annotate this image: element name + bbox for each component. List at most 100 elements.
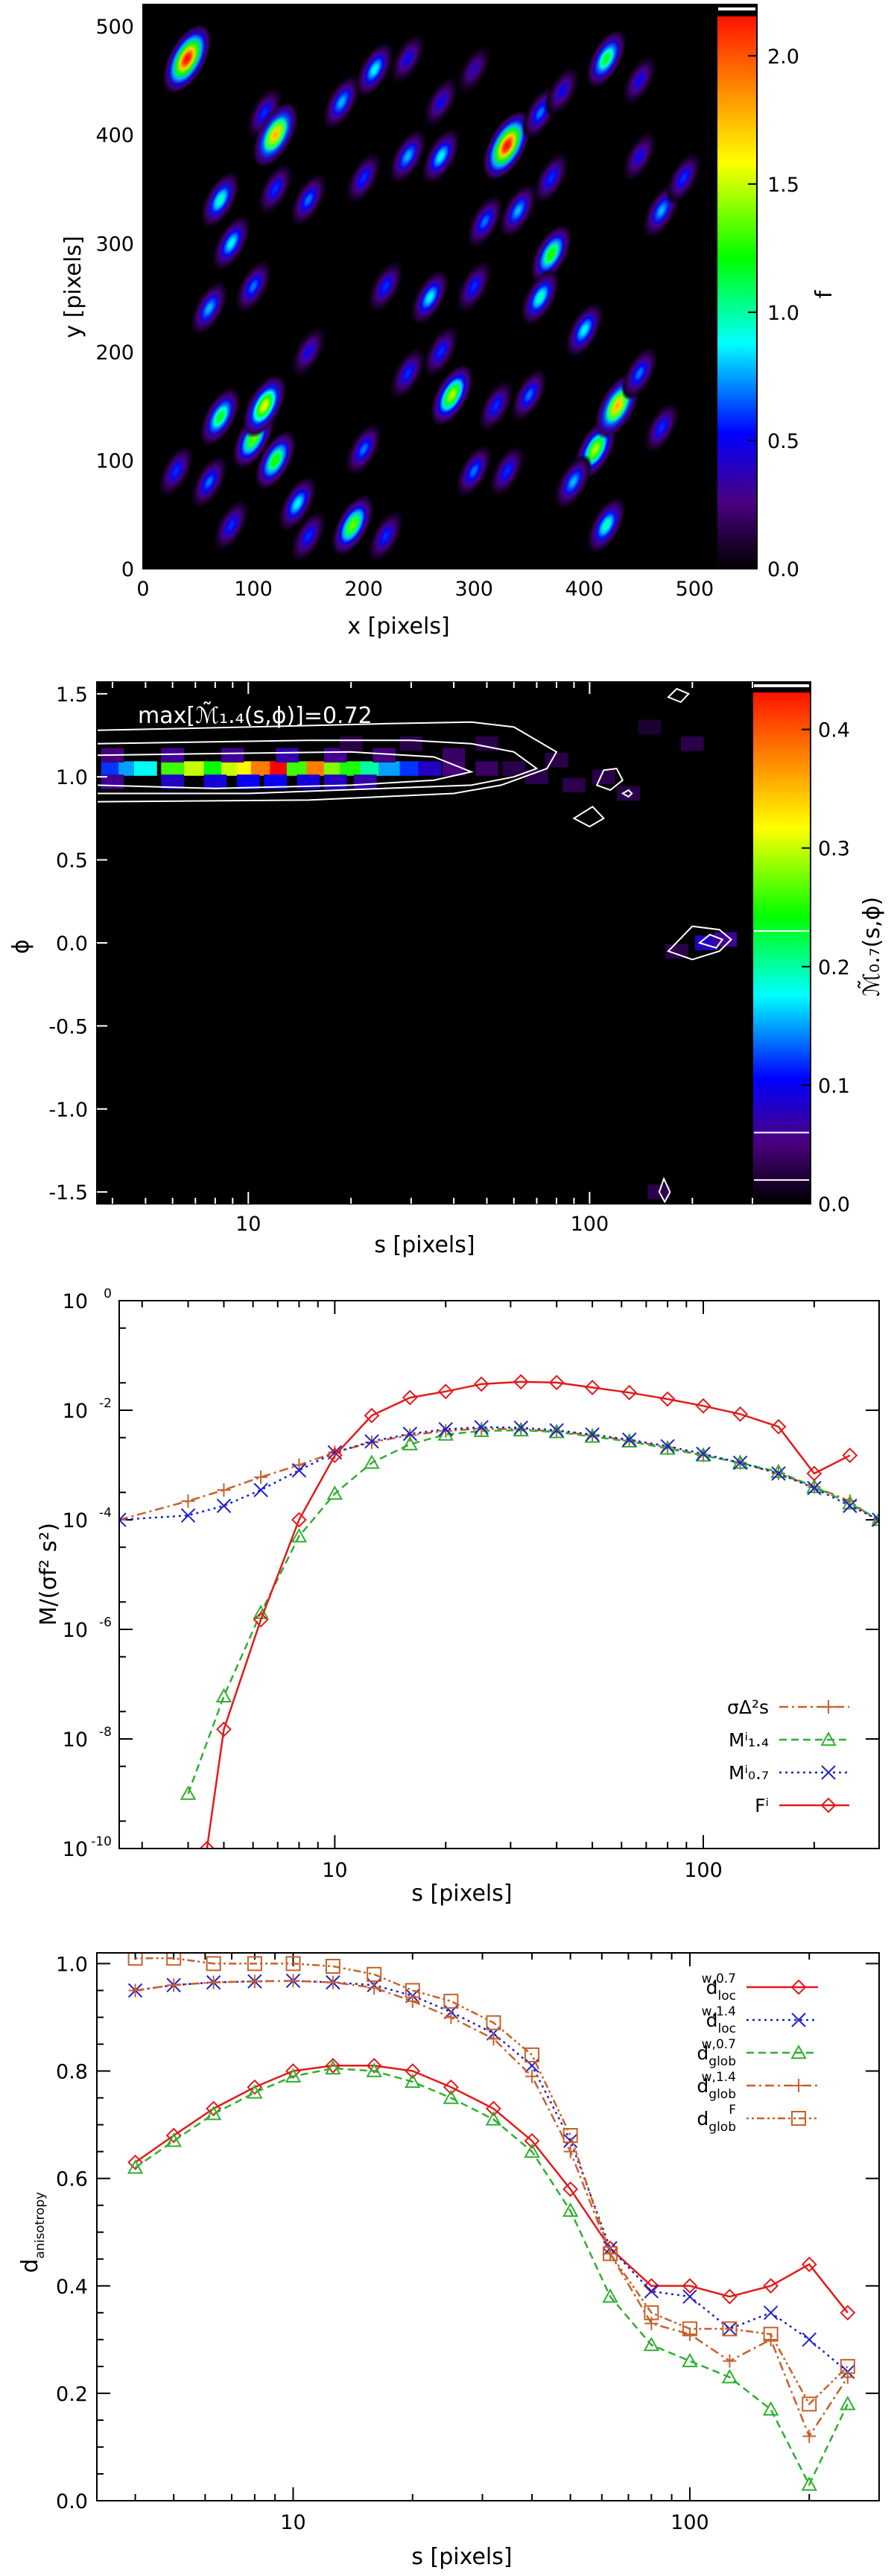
blob (499, 183, 537, 239)
square-marker (285, 1956, 301, 1972)
heatmap-cell (545, 753, 568, 768)
contour-line (595, 768, 624, 792)
legend-subscript: loc (718, 1989, 736, 2004)
y-tick-exponent: -8 (99, 1725, 112, 1740)
heatmap-background (97, 682, 752, 1204)
x-axis-label-image: x [pixels] (347, 613, 449, 640)
blob (345, 422, 382, 476)
legend-symbol: d (697, 2108, 708, 2130)
diamond-marker (443, 2079, 459, 2095)
diamond-marker (643, 2278, 659, 2294)
plus-marker (128, 1983, 142, 1998)
x-marker (807, 1480, 822, 1496)
blob (422, 325, 459, 379)
heatmap-cell (502, 761, 526, 776)
y-axis-label-heatmap: ϕ (8, 939, 34, 954)
x-tick-label: 10 (322, 1859, 347, 1882)
y-tick-exponent: -6 (99, 1615, 112, 1630)
heatmap-cell (161, 774, 184, 789)
y-axis-label-image: y [pixels] (60, 236, 86, 338)
triangle-marker (513, 1421, 529, 1437)
x-marker (791, 2012, 806, 2027)
x-marker (682, 2289, 697, 2304)
blob (457, 44, 492, 95)
contour-line (97, 739, 539, 795)
x-marker (644, 2284, 659, 2299)
square-marker (562, 2128, 578, 2143)
y-tick-label: 0.6 (56, 2168, 88, 2191)
spectrum-series-group (180, 1421, 879, 1800)
heatmap-cell (339, 761, 363, 776)
anisotropy-series-group (127, 1973, 855, 2379)
heatmap-cell (339, 736, 363, 751)
diamond-marker (763, 2278, 779, 2294)
x-axis-label-anisotropy: s [pixels] (411, 2544, 512, 2570)
anisotropy-series-group (127, 1953, 855, 2412)
legend-label: dloc (706, 2010, 736, 2036)
anisotropy-axes: 10 100 0.0 0.2 0.4 0.6 0.8 1.0 (56, 1953, 880, 2534)
colorbar2-frame (752, 681, 811, 1205)
blob (367, 509, 404, 563)
heatmap-cell (101, 761, 124, 776)
y-tick-exponent: 0 (104, 1287, 112, 1301)
plus-marker (822, 1700, 835, 1714)
triangle-marker (215, 1688, 232, 1703)
anisotropy-series-group (127, 2059, 856, 2491)
heatmap-cell (372, 748, 396, 763)
spectrum-series-group (119, 1420, 879, 1527)
plus-marker (792, 2079, 805, 2092)
spectrum-series-group (119, 1421, 879, 1530)
x-axis-label-heatmap: s [pixels] (374, 1232, 475, 1258)
blob (291, 326, 326, 378)
triangle-marker (524, 2143, 540, 2158)
contour-line (658, 1176, 671, 1204)
triangle-marker (326, 1485, 343, 1500)
contour-line (697, 933, 724, 949)
x-marker (253, 1483, 268, 1497)
triangle-marker (602, 2288, 618, 2303)
heatmap-cell (161, 748, 184, 763)
colorbar-frame (716, 4, 758, 569)
x-tick-label: 10 (280, 2511, 305, 2534)
blob (423, 76, 459, 128)
heatmap-cell (306, 761, 330, 776)
triangle-marker (584, 1428, 600, 1443)
legend-symbol: d (706, 1977, 718, 1998)
x-marker (771, 1466, 786, 1481)
square-marker (206, 1956, 221, 1972)
x-marker (402, 1427, 418, 1442)
blob (482, 110, 532, 181)
triangle-marker (562, 2202, 579, 2217)
heatmap-cell (442, 761, 466, 776)
triangle-marker (721, 2369, 738, 2384)
anisotropy-series (127, 1953, 856, 2491)
diamond-marker (486, 2100, 501, 2117)
plus-marker (326, 1975, 340, 1989)
blob (621, 346, 658, 401)
heatmap-cell (264, 774, 287, 789)
y-tick-label: 300 (95, 233, 134, 256)
x-marker (119, 1512, 127, 1527)
plus-marker (603, 2247, 618, 2261)
y-tick-label: 500 (95, 16, 134, 39)
contour-line (97, 751, 474, 789)
x-tick-label: 400 (565, 578, 604, 601)
blob (466, 195, 504, 249)
x-marker (474, 1420, 489, 1435)
series-line (119, 1426, 879, 1521)
diamond-marker (562, 2181, 579, 2197)
square-marker (524, 2047, 540, 2062)
diamond-marker (513, 1374, 529, 1390)
heatmap-contours (97, 687, 732, 1204)
blob (489, 444, 525, 498)
y-tick-label: -0.5 (48, 1015, 88, 1038)
heatmap-cell (562, 777, 586, 793)
x-marker (180, 1508, 196, 1523)
diamond-marker (405, 2063, 421, 2079)
heatmap-cell (161, 761, 184, 776)
heatmap-cell (399, 761, 423, 776)
legend-subscript: glob (708, 2120, 736, 2135)
heatmap-cell (378, 761, 402, 776)
square-marker (603, 2246, 618, 2261)
